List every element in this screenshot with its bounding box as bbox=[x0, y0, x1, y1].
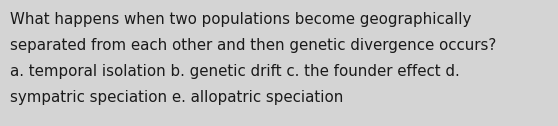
Text: What happens when two populations become geographically: What happens when two populations become… bbox=[10, 12, 472, 27]
Text: separated from each other and then genetic divergence occurs?: separated from each other and then genet… bbox=[10, 38, 496, 53]
Text: a. temporal isolation b. genetic drift c. the founder effect d.: a. temporal isolation b. genetic drift c… bbox=[10, 64, 460, 79]
Text: sympatric speciation e. allopatric speciation: sympatric speciation e. allopatric speci… bbox=[10, 90, 343, 105]
